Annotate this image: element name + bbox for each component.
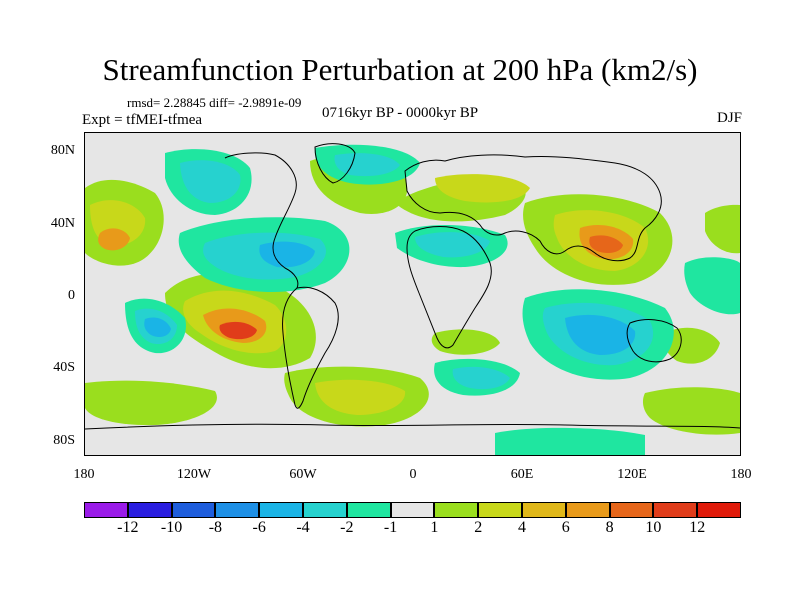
contour-blob [495, 427, 645, 455]
colorbar-label: 12 [689, 519, 706, 536]
colorbar-swatch [390, 502, 435, 518]
contour-blob [98, 228, 130, 251]
colorbar-swatch [346, 502, 391, 518]
colorbar-label: -12 [117, 519, 139, 536]
contour-blob [684, 257, 740, 315]
contour-map [85, 143, 740, 455]
colorbar-swatch [521, 502, 566, 518]
colorbar-swatch [259, 502, 303, 518]
colorbar-label: -10 [160, 519, 183, 536]
lon-tick: 120W [176, 467, 212, 482]
contour-blob [180, 160, 241, 203]
colorbar-label: -1 [383, 519, 398, 536]
colorbar-swatch [127, 502, 172, 518]
colorbar-swatch [84, 502, 128, 518]
colorbar-label: 8 [605, 519, 614, 536]
contour-blob [642, 387, 740, 435]
negative-regions [125, 144, 740, 455]
colorbar-label: 2 [474, 519, 483, 536]
coastline-north-america [224, 152, 299, 289]
map-panel [84, 132, 741, 456]
contour-blob [415, 232, 490, 258]
colorbar-swatch [653, 502, 698, 518]
contour-blob [315, 379, 406, 415]
coastline-greenland [314, 143, 356, 184]
colorbar-swatch [302, 502, 347, 518]
lat-tick: 80S [53, 433, 75, 448]
lat-tick: 40S [53, 360, 75, 375]
lon-tick: 120E [617, 467, 647, 482]
colorbar-swatch [697, 502, 741, 518]
contour-blob [334, 153, 400, 177]
colorbar-swatch [478, 502, 522, 518]
coastline-antarctica [85, 423, 740, 430]
colorbar-label: 4 [518, 519, 526, 536]
contour-blob [663, 327, 720, 364]
colorbar [84, 502, 741, 518]
coastline-africa [406, 226, 492, 349]
contour-blob [85, 380, 217, 426]
colorbar-swatch [171, 502, 216, 518]
colorbar-swatch [609, 502, 654, 518]
colorbar-label: -2 [340, 519, 354, 536]
coastlines [85, 143, 740, 430]
coastline-south-america [282, 286, 339, 409]
colorbar-label: 6 [561, 519, 570, 536]
lon-tick: 60W [289, 467, 317, 482]
plot-title: Streamfunction Perturbation at 200 hPa (… [102, 52, 698, 87]
experiment-label: Expt = tfMEI-tfmea [82, 112, 203, 128]
contour-blob [452, 366, 510, 390]
colorbar-swatch [565, 502, 610, 518]
lon-tick: 60E [510, 467, 534, 482]
contour-blob [565, 314, 636, 355]
lon-tick: 0 [409, 467, 417, 482]
coastline-australia [626, 319, 682, 363]
lat-tick: 80N [50, 143, 75, 158]
period-label: 0716kyr BP - 0000kyr BP [322, 105, 479, 121]
contour-blob [431, 329, 500, 355]
contour-blob [435, 174, 530, 203]
colorbar-label: -6 [252, 519, 266, 536]
lon-tick: 180 [730, 467, 752, 482]
stats-line: rmsd= 2.28845 diff= -2.9891e-09 [127, 95, 302, 110]
lat-tick: 40N [50, 216, 75, 231]
contour-blob [705, 204, 740, 254]
colorbar-label: 10 [645, 519, 662, 536]
contour-blob [219, 321, 257, 340]
contour-blob [144, 317, 171, 337]
colorbar-label: -4 [296, 519, 310, 536]
colorbar-label: -8 [208, 519, 223, 536]
lon-tick: 180 [73, 467, 95, 482]
lat-tick: 0 [68, 288, 75, 303]
season-label: DJF [716, 110, 742, 126]
coastline-eurasia [404, 154, 662, 262]
colorbar-label: 1 [430, 519, 439, 536]
contour-blob [589, 235, 623, 253]
colorbar-swatch [215, 502, 260, 518]
colorbar-swatch [434, 502, 479, 518]
